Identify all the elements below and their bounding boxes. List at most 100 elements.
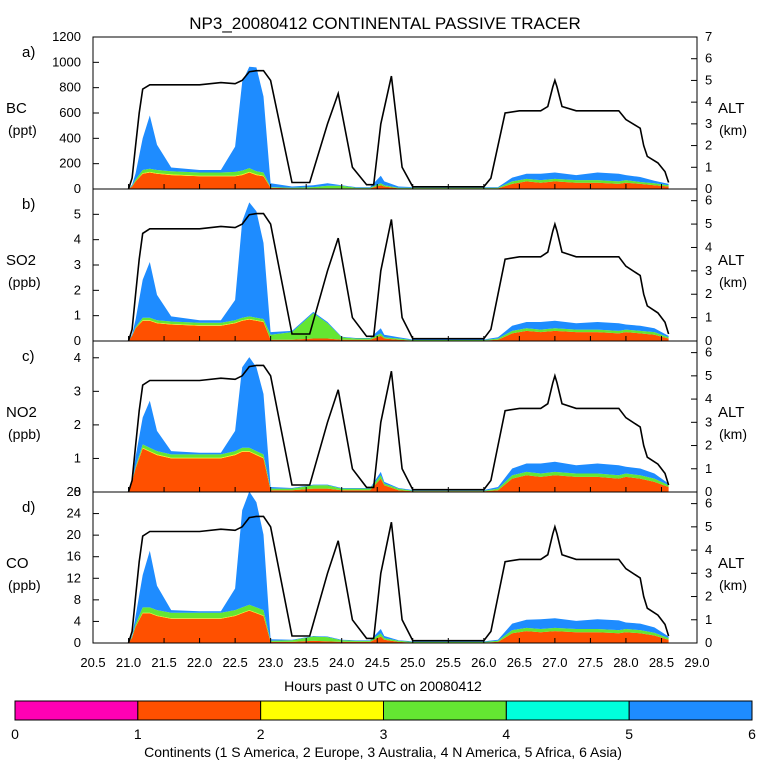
y-tick-label: 3	[74, 383, 81, 398]
alt-tick-label: 3	[705, 263, 712, 278]
panel-label: d)	[22, 499, 35, 516]
y-tick-label: 4	[74, 613, 81, 628]
alt-tick-label: 4	[705, 94, 712, 109]
panel-bc: 0 200 400 600 800 1000 1200 0 1 2 3 4 5 6 7 a) BC (ppt) AL…	[6, 29, 747, 196]
alt-tick-label: 3	[705, 414, 712, 429]
alt-tick-label: 6	[705, 345, 712, 360]
colorbar-tick-label: 4	[502, 726, 510, 742]
unit-label: (ppb)	[8, 426, 41, 442]
alt-tick-label: 3	[705, 116, 712, 131]
panel-label: b)	[22, 196, 35, 213]
y-tick-label: 1000	[52, 54, 81, 69]
x-tick-label: 20.5	[80, 655, 105, 670]
alt-tick-label: 1	[705, 310, 712, 325]
y-tick-label: 12	[67, 570, 81, 585]
y-tick-label: 800	[59, 80, 81, 95]
colorbar-tick-label: 0	[11, 726, 19, 742]
panel-label: a)	[22, 44, 35, 61]
alt-tick-label: 5	[705, 368, 712, 383]
x-tick-label: 29.0	[684, 655, 709, 670]
alt-tick-label: 2	[705, 138, 712, 153]
alt-tick-label: 1	[705, 159, 712, 174]
y-tick-label: 200	[59, 156, 81, 171]
altitude-line	[127, 212, 670, 342]
colorbar-tick-label: 2	[257, 726, 265, 742]
alt-tick-label: 0	[705, 484, 712, 499]
alt-label: ALT	[718, 100, 744, 117]
colorbar-tick-label: 1	[134, 726, 142, 742]
area-n-america	[128, 313, 669, 341]
alt-tick-label: 4	[705, 391, 712, 406]
x-tick-label: 26.5	[507, 655, 532, 670]
x-tick-label: 21.5	[151, 655, 176, 670]
alt-tick-label: 6	[705, 496, 712, 511]
alt-tick-label: 2	[705, 286, 712, 301]
y-tick-label: 0	[74, 333, 81, 348]
x-tick-label: 22.0	[187, 655, 212, 670]
area-asia	[128, 66, 669, 189]
y-tick-label: 400	[59, 130, 81, 145]
colorbar: 0 1 2 3 4 5 6	[11, 700, 756, 742]
y-tick-label: 2	[74, 417, 81, 432]
x-tick-label: 24.0	[329, 655, 354, 670]
area-asia	[128, 202, 669, 341]
area-n-america	[128, 604, 669, 643]
unit-label: (ppt)	[8, 122, 37, 138]
altitude-line	[127, 364, 670, 493]
alt-tick-label: 1	[705, 612, 712, 627]
alt-label: ALT	[718, 555, 744, 572]
x-tick-label: 25.0	[400, 655, 425, 670]
area-europe	[128, 610, 669, 643]
y-tick-label: 1200	[52, 29, 81, 44]
chart-title: NP3_20080412 CONTINENTAL PASSIVE TRACER	[189, 14, 580, 33]
x-tick-label: 23.5	[294, 655, 319, 670]
area-europe	[128, 172, 669, 189]
alt-tick-label: 5	[705, 216, 712, 231]
panels: 02004006008001000120001234567a)BC(ppt)AL…	[6, 29, 747, 650]
alt-unit-label: (km)	[719, 577, 747, 593]
y-tick-label: 8	[74, 592, 81, 607]
y-tick-label: 1	[74, 308, 81, 323]
y-tick-label: 4	[74, 232, 81, 247]
x-tick-label: 22.5	[222, 655, 247, 670]
alt-tick-label: 2	[705, 589, 712, 604]
x-tick-label: 24.5	[365, 655, 390, 670]
x-tick-label: 21.0	[116, 655, 141, 670]
panel-so2: 0 1 2 3 4 5 0 1 2 3 4 5 6 b) SO2 (ppb) ALT (km)	[6, 188, 747, 348]
alt-tick-label: 2	[705, 438, 712, 453]
y-tick-label: 2	[74, 282, 81, 297]
colorbar-segment	[14, 700, 139, 721]
alt-tick-label: 0	[705, 181, 712, 196]
unit-label: (ppb)	[8, 577, 41, 593]
species-label: CO	[6, 555, 29, 572]
area-n-america	[128, 444, 669, 492]
colorbar-segment	[505, 700, 630, 721]
alt-unit-label: (km)	[719, 426, 747, 442]
alt-tick-label: 0	[705, 333, 712, 348]
species-label: BC	[6, 100, 27, 117]
x-tick-label: 27.0	[542, 655, 567, 670]
x-axis-label: Hours past 0 UTC on 20080412	[284, 678, 482, 694]
alt-tick-label: 6	[705, 193, 712, 208]
x-tick-label: 23.0	[258, 655, 283, 670]
y-tick-label: 24	[67, 506, 81, 521]
alt-tick-label: 4	[705, 542, 712, 557]
x-tick-label: 27.5	[578, 655, 603, 670]
y-tick-label: 16	[67, 549, 81, 564]
colorbar-label: Continents (1 S America, 2 Europe, 3 Aus…	[144, 744, 622, 760]
x-tick-label: 26.0	[471, 655, 496, 670]
alt-label: ALT	[718, 252, 744, 269]
species-label: NO2	[6, 404, 37, 421]
panel-no2: 0 1 2 3 4 0 1 2 3 4 5 6 c) NO2 (ppb) ALT (km)	[6, 340, 747, 499]
area-asia	[128, 357, 669, 492]
alt-tick-label: 6	[705, 51, 712, 66]
species-label: SO2	[6, 252, 36, 269]
alt-tick-label: 7	[705, 29, 712, 44]
alt-tick-label: 4	[705, 239, 712, 254]
x-tick-label: 28.5	[649, 655, 674, 670]
alt-unit-label: (km)	[719, 274, 747, 290]
y-tick-label: 0	[74, 635, 81, 650]
colorbar-segment	[628, 700, 753, 721]
panel-frame	[92, 491, 698, 644]
